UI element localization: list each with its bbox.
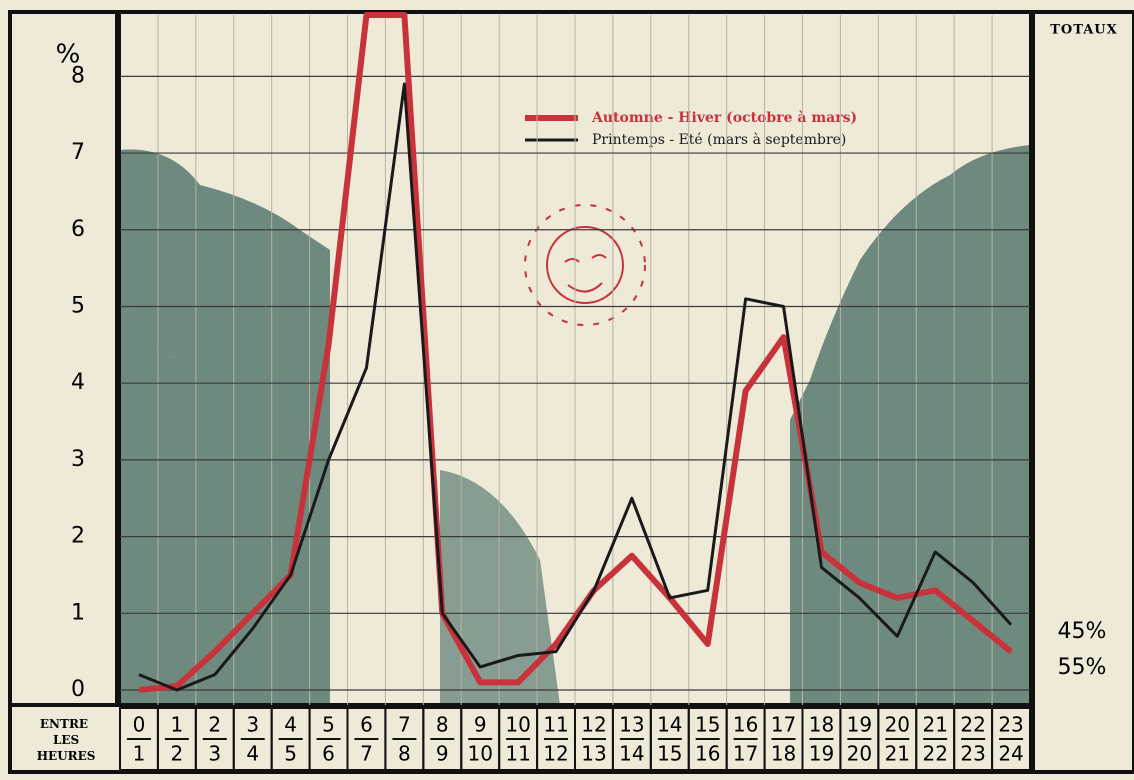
y-tick-label: 8 [71,63,85,88]
x-tick-label-from: 10 [505,713,530,737]
chart: % TOTAUX ENTRE LES HEURES Automne - Hive… [0,0,1134,780]
x-tick-label-from: 20 [885,713,910,737]
x-tick-label-from: 22 [960,713,985,737]
y-tick-label: 0 [71,677,85,702]
x-tick-label-from: 16 [733,713,758,737]
x-tick-label-from: 11 [543,713,568,737]
x-tick-label-to: 21 [885,742,910,766]
x-tick-label-to: 19 [809,742,834,766]
x-tick-label-from: 17 [771,713,796,737]
x-tick-label-from: 14 [657,713,682,737]
x-tick-label-from: 4 [284,713,297,737]
x-tick-label-to: 2 [171,742,184,766]
x-tick-label-to: 8 [398,742,411,766]
y-tick-label: 2 [71,524,85,549]
x-tick-label-from: 1 [171,713,184,737]
legend-label: Printemps - Eté (mars à septembre) [592,131,846,148]
x-tick-label-from: 0 [133,713,146,737]
total-label: 45% [1058,619,1107,644]
x-tick-label-to: 4 [246,742,259,766]
x-tick-label-from: 21 [922,713,947,737]
x-tick-label-from: 6 [360,713,373,737]
x-tick-label-to: 7 [360,742,373,766]
x-tick-label-from: 19 [847,713,872,737]
x-tick-label-from: 5 [322,713,335,737]
y-tick-label: 3 [71,447,85,472]
x-tick-label-to: 13 [581,742,606,766]
x-tick-label-from: 23 [998,713,1023,737]
y-tick-label: 5 [71,293,85,318]
x-tick-label-to: 5 [284,742,297,766]
x-tick-label-from: 2 [208,713,221,737]
x-tick-label-to: 16 [695,742,720,766]
x-tick-label-to: 23 [960,742,985,766]
y-tick-label: 6 [71,217,85,242]
y-tick-label: 1 [71,600,85,625]
x-tick-label-to: 6 [322,742,335,766]
x-tick-label-from: 3 [246,713,259,737]
legend-label: Automne - Hiver (octobre à mars) [591,110,857,126]
x-tick-label-from: 13 [619,713,644,737]
x-tick-label-from: 12 [581,713,606,737]
x-tick-label-to: 20 [847,742,872,766]
x-tick-label-to: 12 [543,742,568,766]
x-tick-label-to: 1 [133,742,146,766]
total-label: 55% [1058,655,1107,680]
y-tick-label: 7 [71,140,85,165]
x-tick-label-to: 10 [467,742,492,766]
x-tick-label-to: 18 [771,742,796,766]
x-tick-label-to: 22 [922,742,947,766]
x-tick-label-from: 15 [695,713,720,737]
x-tick-label-from: 7 [398,713,411,737]
x-tick-label-to: 15 [657,742,682,766]
y-tick-label: 4 [71,370,85,395]
x-tick-label-to: 17 [733,742,758,766]
x-tick-label-to: 3 [208,742,221,766]
x-tick-label-from: 9 [474,713,487,737]
x-tick-label-to: 14 [619,742,644,766]
night-left [120,149,330,705]
x-tick-label-from: 18 [809,713,834,737]
x-tick-label-to: 24 [998,742,1023,766]
x-tick-label-to: 11 [505,742,530,766]
totals-title: TOTAUX [1050,23,1117,38]
x-tick-label-to: 9 [436,742,449,766]
x-tick-label-from: 8 [436,713,449,737]
